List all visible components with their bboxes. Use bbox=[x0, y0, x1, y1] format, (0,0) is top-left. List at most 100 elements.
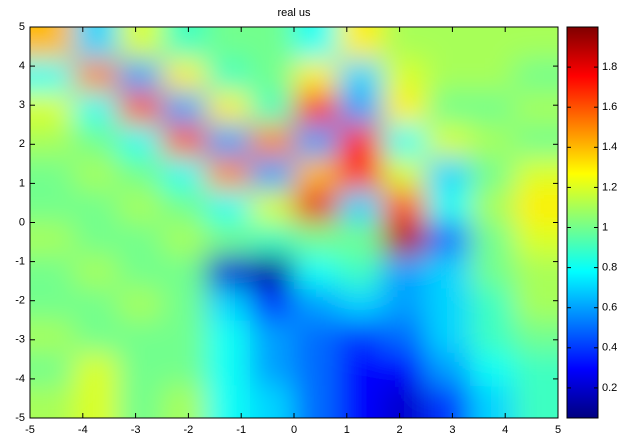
x-tick-label: 0 bbox=[291, 424, 297, 436]
heat-cell bbox=[117, 92, 163, 126]
heat-cell bbox=[338, 124, 383, 158]
colorbar-tick-label: 1 bbox=[602, 221, 608, 233]
heat-cell bbox=[513, 287, 558, 321]
heat-cell bbox=[74, 255, 119, 289]
x-tick-label: 1 bbox=[344, 424, 350, 436]
heat-cell bbox=[117, 287, 163, 321]
y-tick-label: -3 bbox=[15, 334, 25, 346]
heat-cell bbox=[294, 352, 339, 386]
heat-cell bbox=[30, 320, 75, 354]
heat-cell bbox=[470, 157, 515, 191]
heat-cell bbox=[513, 320, 558, 354]
heat-cell bbox=[381, 27, 427, 61]
heatmap bbox=[30, 27, 558, 418]
heat-cell bbox=[338, 320, 383, 354]
heat-cell bbox=[249, 59, 295, 93]
heat-cell bbox=[30, 27, 75, 61]
heat-cell bbox=[513, 255, 558, 289]
heat-cell bbox=[338, 27, 383, 61]
heat-cell bbox=[294, 92, 339, 126]
colorbar-tick-label: 0.6 bbox=[602, 302, 617, 314]
heat-cell bbox=[426, 385, 471, 418]
heat-cell bbox=[513, 124, 558, 158]
heat-cell bbox=[30, 287, 75, 321]
heat-cell bbox=[338, 222, 383, 256]
heat-cell bbox=[381, 255, 427, 289]
heat-cell bbox=[426, 157, 471, 191]
colorbar-tick-label: 0.4 bbox=[602, 342, 617, 354]
heat-cell bbox=[74, 124, 119, 158]
heat-cell bbox=[117, 320, 163, 354]
heat-cell bbox=[117, 189, 163, 223]
heat-cell bbox=[426, 320, 471, 354]
heat-cell bbox=[117, 222, 163, 256]
heat-cell bbox=[74, 222, 119, 256]
heat-cell bbox=[426, 59, 471, 93]
heat-cell bbox=[117, 27, 163, 61]
heat-cell bbox=[74, 59, 119, 93]
heat-cell bbox=[206, 255, 251, 289]
heat-cell bbox=[117, 124, 163, 158]
heat-cell bbox=[426, 124, 471, 158]
heat-cell bbox=[162, 287, 207, 321]
heat-cell bbox=[426, 92, 471, 126]
heat-cell bbox=[338, 255, 383, 289]
heat-cell bbox=[381, 287, 427, 321]
heat-cell bbox=[294, 222, 339, 256]
heat-cell bbox=[470, 222, 515, 256]
heat-cell bbox=[30, 124, 75, 158]
heat-cell bbox=[206, 92, 251, 126]
heat-cell bbox=[513, 157, 558, 191]
heat-cell bbox=[294, 59, 339, 93]
heat-cell bbox=[162, 320, 207, 354]
heat-cell bbox=[206, 27, 251, 61]
heat-cell bbox=[426, 222, 471, 256]
heat-cell bbox=[470, 189, 515, 223]
colorbar-tick-label: 1.6 bbox=[602, 101, 617, 113]
x-tick-label: -3 bbox=[131, 424, 141, 436]
heat-cell bbox=[30, 59, 75, 93]
heat-cell bbox=[249, 27, 295, 61]
heat-cell bbox=[426, 352, 471, 386]
heat-cell bbox=[513, 92, 558, 126]
y-tick-label: -5 bbox=[15, 412, 25, 424]
heat-cell bbox=[381, 59, 427, 93]
heat-cell bbox=[206, 189, 251, 223]
heat-cell bbox=[117, 385, 163, 418]
heat-cell bbox=[338, 385, 383, 418]
heat-cell bbox=[381, 189, 427, 223]
heat-cell bbox=[206, 320, 251, 354]
x-tick-label: 3 bbox=[449, 424, 455, 436]
colorbar-tick-label: 0.8 bbox=[602, 262, 617, 274]
heat-cell bbox=[117, 157, 163, 191]
y-tick-label: 0 bbox=[19, 216, 25, 228]
heat-cell bbox=[294, 255, 339, 289]
heat-cell bbox=[162, 124, 207, 158]
heat-cell bbox=[294, 189, 339, 223]
heat-cell bbox=[206, 385, 251, 418]
heat-cell bbox=[294, 27, 339, 61]
heat-cell bbox=[470, 255, 515, 289]
heat-cell bbox=[381, 157, 427, 191]
heat-cell bbox=[206, 222, 251, 256]
heat-cell bbox=[74, 320, 119, 354]
x-tick-label: 5 bbox=[555, 424, 561, 436]
heat-cell bbox=[381, 92, 427, 126]
heat-cell bbox=[470, 320, 515, 354]
heat-cell bbox=[294, 124, 339, 158]
y-tick-label: -2 bbox=[15, 295, 25, 307]
x-tick-label: 4 bbox=[502, 424, 508, 436]
heat-cell bbox=[470, 385, 515, 418]
heat-cell bbox=[74, 287, 119, 321]
heat-cell bbox=[249, 189, 295, 223]
heat-cell bbox=[470, 124, 515, 158]
heat-cell bbox=[74, 352, 119, 386]
heat-cell bbox=[470, 92, 515, 126]
heat-cell bbox=[162, 385, 207, 418]
heat-cell bbox=[381, 222, 427, 256]
heat-cell bbox=[249, 222, 295, 256]
heat-cell bbox=[162, 189, 207, 223]
y-tick-label: -1 bbox=[15, 256, 25, 268]
heat-cell bbox=[381, 124, 427, 158]
heat-cell bbox=[206, 287, 251, 321]
